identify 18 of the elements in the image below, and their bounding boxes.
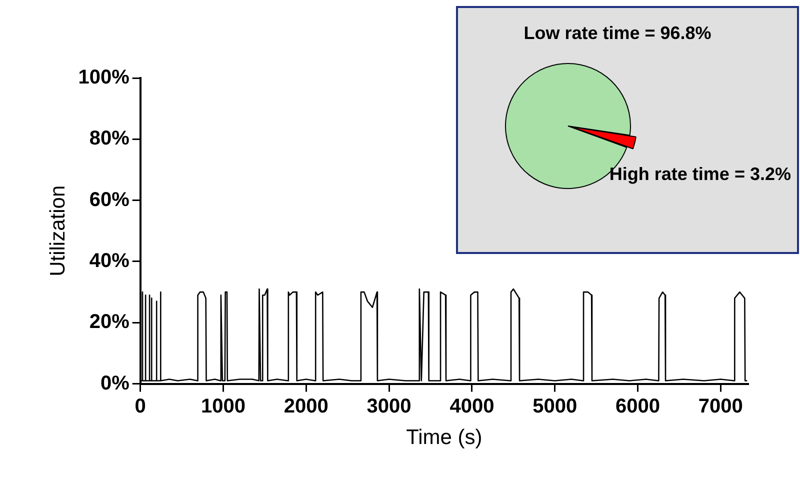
x-tick-label: 6000 <box>615 395 660 418</box>
data-label: High rate time = 3.2% <box>609 164 791 184</box>
y-tick-label: 80% <box>89 128 130 150</box>
x-tick-label: 0 <box>134 395 146 418</box>
x-tick-label: 3000 <box>366 395 412 418</box>
y-tick-label: 60% <box>89 188 130 211</box>
y-tick-label: 20% <box>89 311 130 334</box>
x-tick-label: 5000 <box>532 395 578 418</box>
y-tick-label: 100% <box>78 66 130 89</box>
x-tick-label: 2000 <box>284 395 328 418</box>
x-axis-title: Time (s) <box>406 426 482 450</box>
x-tick-label: 1000 <box>201 395 246 418</box>
y-axis-title: Utilization <box>46 185 70 276</box>
data-label: Low rate time = 96.8% <box>524 22 712 43</box>
y-tick-label: 0% <box>100 372 130 394</box>
x-tick-label: 7000 <box>698 395 743 418</box>
y-tick-label: 40% <box>89 250 130 272</box>
x-tick-label: 4000 <box>450 395 494 418</box>
